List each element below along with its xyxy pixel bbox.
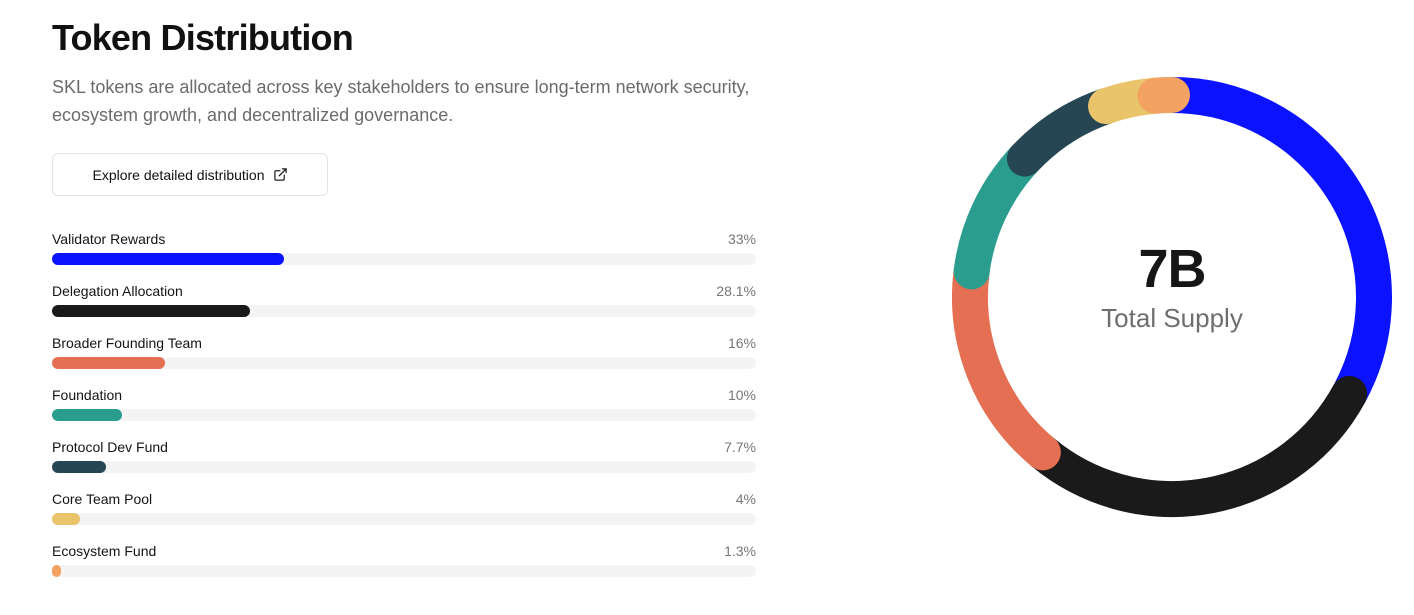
distribution-label: Delegation Allocation	[52, 283, 183, 299]
distribution-percent: 33%	[727, 231, 756, 247]
progress-track	[52, 253, 756, 265]
progress-track	[52, 357, 756, 369]
progress-track	[52, 513, 756, 525]
progress-fill	[52, 357, 165, 369]
distribution-label: Ecosystem Fund	[52, 543, 157, 559]
distribution-donut-chart	[952, 77, 1392, 517]
distribution-row: Protocol Dev Fund 7.7%	[52, 438, 756, 490]
distribution-row: Foundation 10%	[52, 386, 756, 438]
donut-segment	[1137, 77, 1190, 114]
explore-distribution-label: Explore detailed distribution	[92, 166, 265, 183]
distribution-label: Core Team Pool	[52, 491, 153, 507]
progress-track	[52, 461, 756, 473]
donut-segment	[953, 140, 1043, 290]
explore-distribution-button[interactable]: Explore detailed distribution	[52, 153, 328, 196]
progress-track	[52, 565, 756, 577]
distribution-row: Broader Founding Team 16%	[52, 334, 756, 386]
distribution-percent: 16%	[727, 335, 756, 351]
distribution-row: Validator Rewards 33%	[52, 230, 756, 282]
distribution-percent: 28.1%	[716, 283, 756, 299]
page-title: Token Distribution	[52, 17, 354, 58]
progress-fill	[52, 253, 285, 265]
progress-fill	[52, 305, 250, 317]
progress-track	[52, 305, 756, 317]
distribution-label: Foundation	[52, 387, 123, 403]
donut-segment	[1154, 77, 1392, 412]
distribution-list: Validator Rewards 33% Delegation Allocatio…	[52, 230, 756, 594]
donut-segment	[1024, 375, 1368, 517]
page-description: SKL tokens are allocated across key stak…	[52, 77, 750, 125]
external-link-icon	[273, 168, 287, 181]
progress-fill	[52, 409, 123, 421]
distribution-row: Delegation Allocation 28.1%	[52, 282, 756, 334]
progress-track	[52, 409, 756, 421]
distribution-row: Ecosystem Fund 1.3%	[52, 542, 756, 594]
distribution-label: Broader Founding Team	[52, 335, 202, 351]
distribution-label: Protocol Dev Fund	[52, 439, 168, 455]
distribution-row: Core Team Pool 4%	[52, 490, 756, 542]
distribution-label: Validator Rewards	[52, 231, 166, 247]
donut-segment	[952, 253, 1061, 471]
progress-fill	[52, 513, 81, 525]
progress-fill	[52, 461, 107, 473]
distribution-percent: 1.3%	[724, 543, 756, 559]
progress-fill	[52, 565, 62, 577]
distribution-percent: 4%	[735, 491, 756, 507]
distribution-percent: 10%	[727, 387, 756, 403]
distribution-percent: 7.7%	[724, 439, 756, 455]
